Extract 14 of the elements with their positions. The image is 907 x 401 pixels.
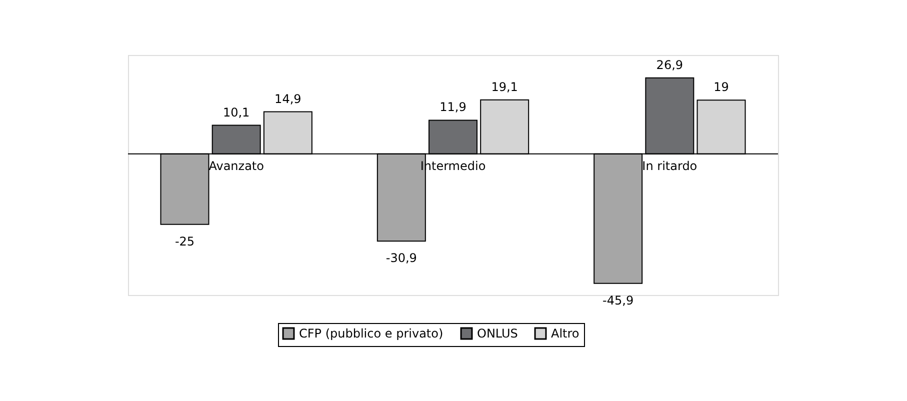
legend-label: Altro xyxy=(551,326,580,341)
data-label: -30,9 xyxy=(386,251,417,266)
legend-label: ONLUS xyxy=(477,326,518,341)
data-label: 26,9 xyxy=(656,58,684,72)
data-label: 14,9 xyxy=(274,92,302,106)
x-tick-label: Avanzato xyxy=(208,158,264,173)
data-label: -25 xyxy=(174,234,195,248)
data-label: 19,1 xyxy=(491,80,518,94)
data-label: -45,9 xyxy=(602,293,634,308)
legend-label: CFP (pubblico e privato) xyxy=(299,326,444,341)
x-tick-label: In ritardo xyxy=(642,158,698,173)
data-label: 10,1 xyxy=(222,105,250,120)
data-label: 11,9 xyxy=(440,100,466,114)
data-label: 19 xyxy=(714,80,729,94)
